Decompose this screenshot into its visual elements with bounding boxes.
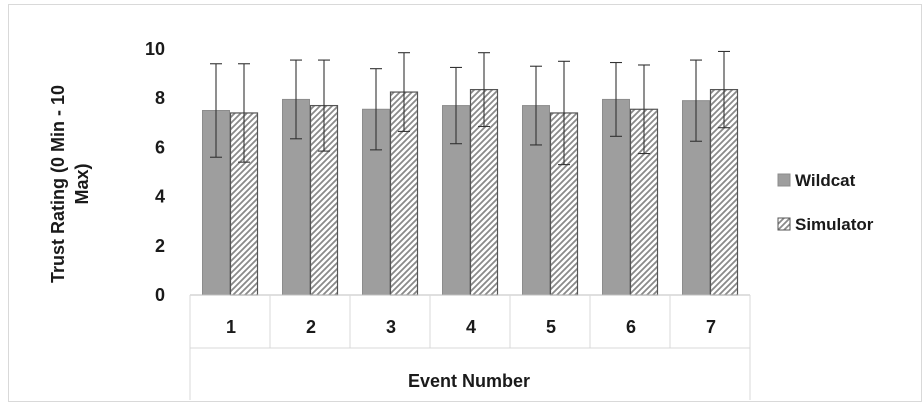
plot-area [190, 50, 750, 296]
x-tick-label: 5 [546, 317, 556, 337]
y-axis-title-line-2: Max) [72, 163, 92, 204]
error-bar-simulator-event-3 [398, 52, 410, 132]
x-tick-label: 7 [706, 317, 716, 337]
legend-item-simulator: Simulator [777, 215, 874, 234]
x-tick-label: 2 [306, 317, 316, 337]
x-tick-label: 4 [466, 317, 476, 337]
legend-swatch-wildcat [777, 173, 791, 187]
y-axis: 0 2 4 6 8 10 [145, 39, 165, 305]
legend-item-wildcat: Wildcat [777, 171, 856, 190]
error-bar-simulator-event-6 [638, 64, 650, 155]
error-bar-simulator-event-4 [478, 52, 490, 128]
error-bar-wildcat-event-4 [450, 66, 462, 145]
x-axis: 1 2 3 4 5 6 7 [189, 295, 751, 400]
error-bar-wildcat-event-2 [290, 59, 302, 140]
x-tick-label: 6 [626, 317, 636, 337]
legend-swatch-simulator [777, 217, 791, 231]
y-tick-label: 4 [155, 187, 165, 207]
legend-label-wildcat: Wildcat [795, 171, 856, 190]
y-tick-label: 0 [155, 285, 165, 305]
error-bar-wildcat-event-3 [370, 68, 382, 151]
y-axis-title: Trust Rating (0 Min - 10 Max) [48, 85, 92, 283]
error-bar-wildcat-event-7 [690, 59, 702, 142]
legend-label-simulator: Simulator [795, 215, 874, 234]
y-tick-label: 2 [155, 236, 165, 256]
error-bar-simulator-event-5 [558, 60, 570, 166]
y-tick-label: 8 [155, 88, 165, 108]
error-bar-wildcat-event-5 [530, 65, 542, 146]
x-tick-label: 3 [386, 317, 396, 337]
error-bar-simulator-event-7 [718, 50, 730, 129]
error-bar-simulator-event-1 [238, 63, 250, 163]
error-bar-wildcat-event-6 [610, 61, 622, 137]
x-axis-title: Event Number [408, 371, 530, 391]
error-bar-simulator-event-2 [318, 59, 330, 152]
x-tick-label: 1 [226, 317, 236, 337]
y-tick-label: 6 [155, 137, 165, 157]
error-bar-wildcat-event-1 [210, 63, 222, 158]
y-tick-label: 10 [145, 39, 165, 59]
y-axis-title-line-1: Trust Rating (0 Min - 10 [48, 85, 68, 283]
legend: Wildcat Simulator [777, 171, 874, 234]
